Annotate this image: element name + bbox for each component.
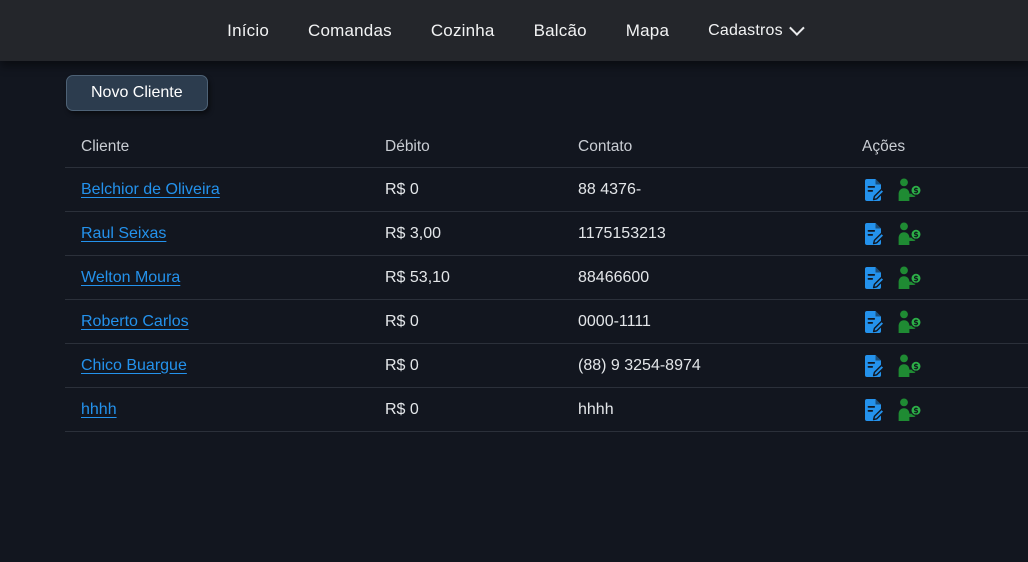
file-edit-icon (865, 398, 885, 421)
svg-text:$: $ (913, 362, 918, 371)
column-header-debito: Débito (385, 138, 430, 155)
row-actions: $ (862, 256, 1028, 299)
table-row: Chico Buargue R$ 0 (88) 9 3254-8974 (65, 343, 1028, 388)
clients-table: Cliente Débito Contato Ações Belchior de… (65, 127, 1028, 432)
svg-text:$: $ (913, 406, 918, 415)
client-name-link[interactable]: Chico Buargue (81, 356, 187, 374)
nav-item-cadastros[interactable]: Cadastros (708, 19, 805, 40)
edit-client-button[interactable] (862, 354, 887, 378)
nav-item-comandas[interactable]: Comandas (308, 20, 392, 40)
person-dollar-icon: $ (898, 178, 922, 201)
client-name-link[interactable]: Welton Moura (81, 268, 181, 286)
edit-client-button[interactable] (862, 178, 887, 202)
table-row: Belchior de Oliveira R$ 0 88 4376- (65, 167, 1028, 212)
column-header-contato: Contato (578, 138, 633, 155)
svg-text:$: $ (913, 318, 918, 327)
svg-text:$: $ (913, 230, 918, 239)
table-body: Belchior de Oliveira R$ 0 88 4376- (65, 167, 1028, 432)
row-actions: $ (862, 168, 1028, 211)
person-dollar-icon: $ (898, 398, 922, 421)
contato-cell: 0000-1111 (578, 299, 862, 344)
person-dollar-icon: $ (898, 222, 922, 245)
row-actions: $ (862, 300, 1028, 343)
edit-client-button[interactable] (862, 398, 887, 422)
row-actions: $ (862, 344, 1028, 387)
file-edit-icon (865, 222, 885, 245)
edit-client-button[interactable] (862, 310, 887, 334)
client-payment-button[interactable]: $ (896, 398, 922, 422)
debito-cell: R$ 0 (385, 387, 578, 432)
novo-cliente-button[interactable]: Novo Cliente (66, 75, 208, 111)
column-header-cliente: Cliente (81, 138, 130, 155)
client-name-link[interactable]: Raul Seixas (81, 224, 167, 242)
client-name-link[interactable]: Roberto Carlos (81, 312, 189, 330)
nav-item-balcao[interactable]: Balcão (533, 20, 587, 40)
file-edit-icon (865, 266, 885, 289)
debito-cell: R$ 0 (385, 299, 578, 344)
client-payment-button[interactable]: $ (896, 266, 922, 290)
nav-item-inicio[interactable]: Início (227, 20, 269, 40)
table-row: Raul Seixas R$ 3,00 1175153213 (65, 211, 1028, 256)
nav-item-cozinha[interactable]: Cozinha (430, 20, 495, 40)
client-payment-button[interactable]: $ (896, 310, 922, 334)
table-row: Welton Moura R$ 53,10 88466600 (65, 255, 1028, 300)
client-payment-button[interactable]: $ (896, 354, 922, 378)
svg-text:$: $ (913, 274, 918, 283)
file-edit-icon (865, 178, 885, 201)
debito-cell: R$ 0 (385, 343, 578, 388)
debito-cell: R$ 3,00 (385, 211, 578, 256)
nav-item-cadastros-label: Cadastros (708, 21, 783, 39)
chevron-down-icon (788, 19, 805, 36)
file-edit-icon (865, 310, 885, 333)
main-content: Novo Cliente Cliente Débito Contato Açõe… (0, 61, 1028, 562)
person-dollar-icon: $ (898, 310, 922, 333)
table-row: Roberto Carlos R$ 0 0000-1111 (65, 299, 1028, 344)
client-payment-button[interactable]: $ (896, 222, 922, 246)
file-edit-icon (865, 354, 885, 377)
person-dollar-icon: $ (898, 266, 922, 289)
edit-client-button[interactable] (862, 222, 887, 246)
row-actions: $ (862, 388, 1028, 431)
client-name-link[interactable]: hhhh (81, 400, 117, 418)
contato-cell: (88) 9 3254-8974 (578, 343, 862, 388)
table-row: hhhh R$ 0 hhhh (65, 387, 1028, 432)
column-header-acoes: Ações (862, 138, 906, 155)
contato-cell: 1175153213 (578, 211, 862, 256)
edit-client-button[interactable] (862, 266, 887, 290)
contato-cell: 88 4376- (578, 167, 862, 212)
contato-cell: hhhh (578, 387, 862, 432)
debito-cell: R$ 0 (385, 167, 578, 212)
svg-text:$: $ (913, 186, 918, 195)
table-header-row: Cliente Débito Contato Ações (65, 127, 1028, 168)
nav-item-mapa[interactable]: Mapa (625, 20, 670, 40)
row-actions: $ (862, 212, 1028, 255)
client-name-link[interactable]: Belchior de Oliveira (81, 180, 220, 198)
client-payment-button[interactable]: $ (896, 178, 922, 202)
debito-cell: R$ 53,10 (385, 255, 578, 300)
contato-cell: 88466600 (578, 255, 862, 300)
top-navbar: Início Comandas Cozinha Balcão Mapa Cada… (0, 0, 1028, 61)
person-dollar-icon: $ (898, 354, 922, 377)
